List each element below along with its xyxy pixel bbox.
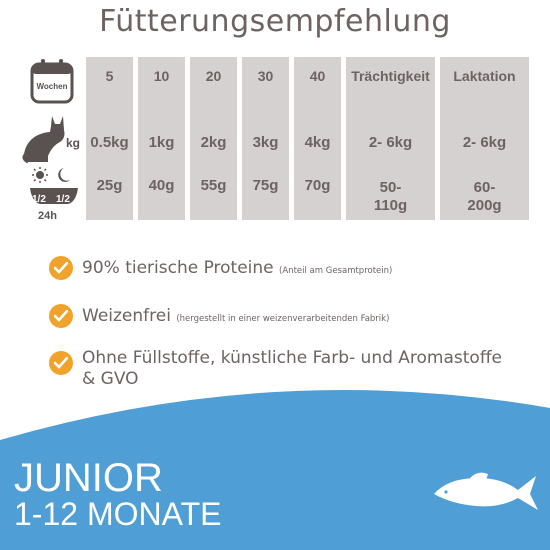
calendar-icon	[30, 58, 74, 104]
portion-value: 75g	[242, 177, 289, 195]
column-header: 20	[190, 67, 237, 85]
column-header: 10	[138, 67, 185, 85]
portion-line-1: 60-	[440, 179, 529, 197]
weight-value: 2- 6kg	[346, 134, 435, 152]
portion-line-2: 200g	[440, 197, 529, 215]
column-header: Trächtigkeit	[346, 67, 435, 85]
portion-value: 50- 110g	[346, 179, 435, 215]
bowl-half-right: 1/2	[56, 194, 70, 205]
table-column: Trächtigkeit 2- 6kg 50- 110g	[346, 57, 435, 220]
feature-text: Weizenfrei	[82, 306, 171, 326]
weight-value: 0.5kg	[86, 134, 133, 152]
portion-value: 25g	[86, 177, 133, 195]
table-column: Laktation 2- 6kg 60- 200g	[440, 57, 529, 220]
age-band-title: JUNIOR	[14, 458, 163, 498]
table-column: 10 1kg 40g	[138, 57, 185, 220]
cat-icon	[22, 112, 66, 164]
page-title: Fütterungsempfehlung	[0, 4, 550, 39]
portion-value: 60- 200g	[440, 179, 529, 215]
fish-icon	[430, 470, 540, 514]
portion-line-2: 110g	[346, 197, 435, 215]
weight-value: 4kg	[294, 134, 341, 152]
table-column: 30 3kg 75g	[242, 57, 289, 220]
portion-value: 70g	[294, 177, 341, 195]
column-header: 5	[86, 67, 133, 85]
weight-value: 1kg	[138, 134, 185, 152]
check-icon	[49, 256, 73, 280]
check-icon	[49, 351, 73, 375]
age-band-subtitle: 1-12 MONATE	[14, 498, 221, 530]
feature-note: (Anteil am Gesamtprotein)	[279, 266, 392, 276]
column-header: Laktation	[440, 67, 529, 85]
feature-line-1: Ohne Füllstoffe, künstliche Farb- und Ar…	[82, 348, 502, 369]
weight-value: 2kg	[190, 134, 237, 152]
portion-value: 55g	[190, 177, 237, 195]
feature-protein: 90% tierische Proteine (Anteil am Gesamt…	[82, 258, 392, 278]
feature-note: (hergestellt in einer weizenverarbeitend…	[176, 314, 389, 324]
calendar-label: Wochen	[30, 82, 74, 91]
feature-wheat-free: Weizenfrei (hergestellt in einer weizenv…	[82, 306, 389, 326]
table-column: 20 2kg 55g	[190, 57, 237, 220]
check-icon	[49, 304, 73, 328]
column-header: 40	[294, 67, 341, 85]
weight-value: 2- 6kg	[440, 134, 529, 152]
table-column: 5 0.5kg 25g	[86, 57, 133, 220]
feature-text: 90% tierische Proteine	[82, 258, 274, 278]
portion-line-1: 50-	[346, 179, 435, 197]
bowl-half-left: 1/2	[32, 194, 46, 205]
weight-value: 3kg	[242, 134, 289, 152]
day-label: 24h	[38, 210, 57, 222]
table-column: 40 4kg 70g	[294, 57, 341, 220]
portion-value: 40g	[138, 177, 185, 195]
weight-unit-label: kg	[66, 136, 80, 150]
column-header: 30	[242, 67, 289, 85]
